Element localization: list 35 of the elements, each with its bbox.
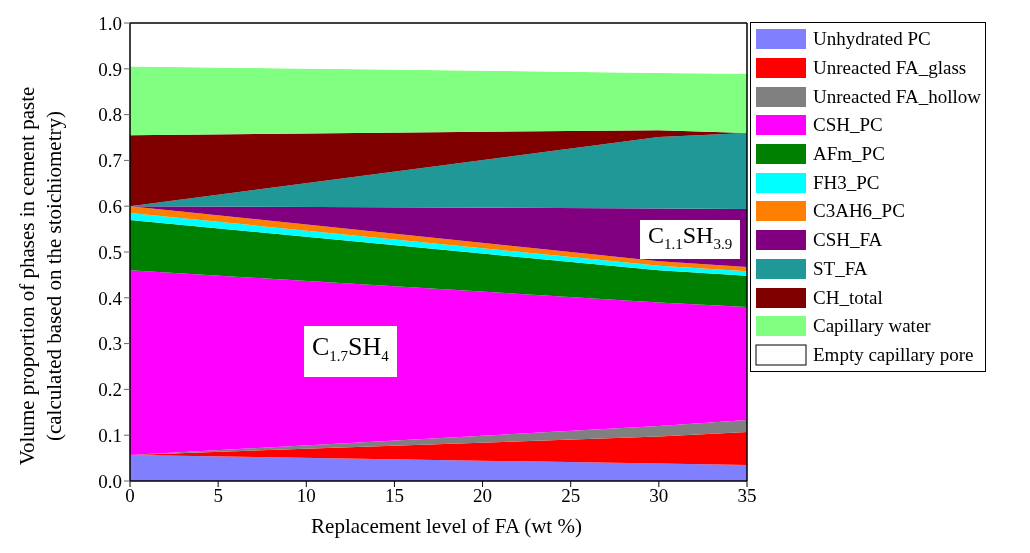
y-tick-label: 0.7 bbox=[98, 150, 122, 172]
x-tick-label: 35 bbox=[737, 485, 757, 507]
y-tick-label: 0.8 bbox=[98, 104, 122, 126]
legend-label: CH_total bbox=[813, 286, 883, 309]
y-tick-label: 0.1 bbox=[98, 424, 122, 446]
x-tick-label: 30 bbox=[649, 485, 669, 507]
legend-label: ST_FA bbox=[813, 257, 868, 280]
legend-label: CSH_PC bbox=[813, 114, 883, 137]
y-axis-title: Volume proportion of phases in cement paste (calculated based on the stoichiometry) bbox=[14, 85, 67, 468]
y-tick-label: 0.3 bbox=[98, 333, 122, 355]
legend-label: Unreacted FA_hollow bbox=[813, 85, 981, 108]
y-tick-label: 0.4 bbox=[98, 287, 123, 309]
legend-label: FH3_PC bbox=[813, 171, 880, 194]
x-tick-label: 25 bbox=[561, 485, 581, 507]
legend-label: Unreacted FA_glass bbox=[813, 57, 967, 80]
legend-label: Unhydrated PC bbox=[813, 28, 931, 51]
x-tick-label: 15 bbox=[384, 485, 404, 507]
legend-label: Capillary water bbox=[813, 315, 931, 338]
x-tick-label: 5 bbox=[213, 485, 223, 507]
x-tick-label: 20 bbox=[473, 485, 493, 507]
legend-label: CSH_FA bbox=[813, 229, 883, 252]
annotation: C$_{1.7}$SH$_{4}$ bbox=[304, 326, 397, 378]
legend-label: Empty capillary pore bbox=[813, 343, 974, 366]
legend-label: AFm_PC bbox=[813, 143, 885, 166]
y-tick-label: 0.5 bbox=[98, 241, 122, 263]
annotation: C$_{1.1}$SH$_{3.9}$ bbox=[640, 220, 741, 259]
x-tick-label: 0 bbox=[125, 485, 135, 507]
legend-label: C3AH6_PC bbox=[813, 200, 905, 223]
y-tick-label: 0.2 bbox=[98, 379, 122, 401]
y-tick-label: 0.0 bbox=[98, 470, 122, 492]
x-axis-title: Replacement level of FA (wt %) bbox=[310, 514, 583, 539]
x-tick-label: 10 bbox=[296, 485, 316, 507]
y-tick-label: 0.6 bbox=[98, 195, 122, 217]
y-tick-label: 0.9 bbox=[98, 58, 122, 80]
y-tick-label: 1.0 bbox=[98, 12, 122, 34]
